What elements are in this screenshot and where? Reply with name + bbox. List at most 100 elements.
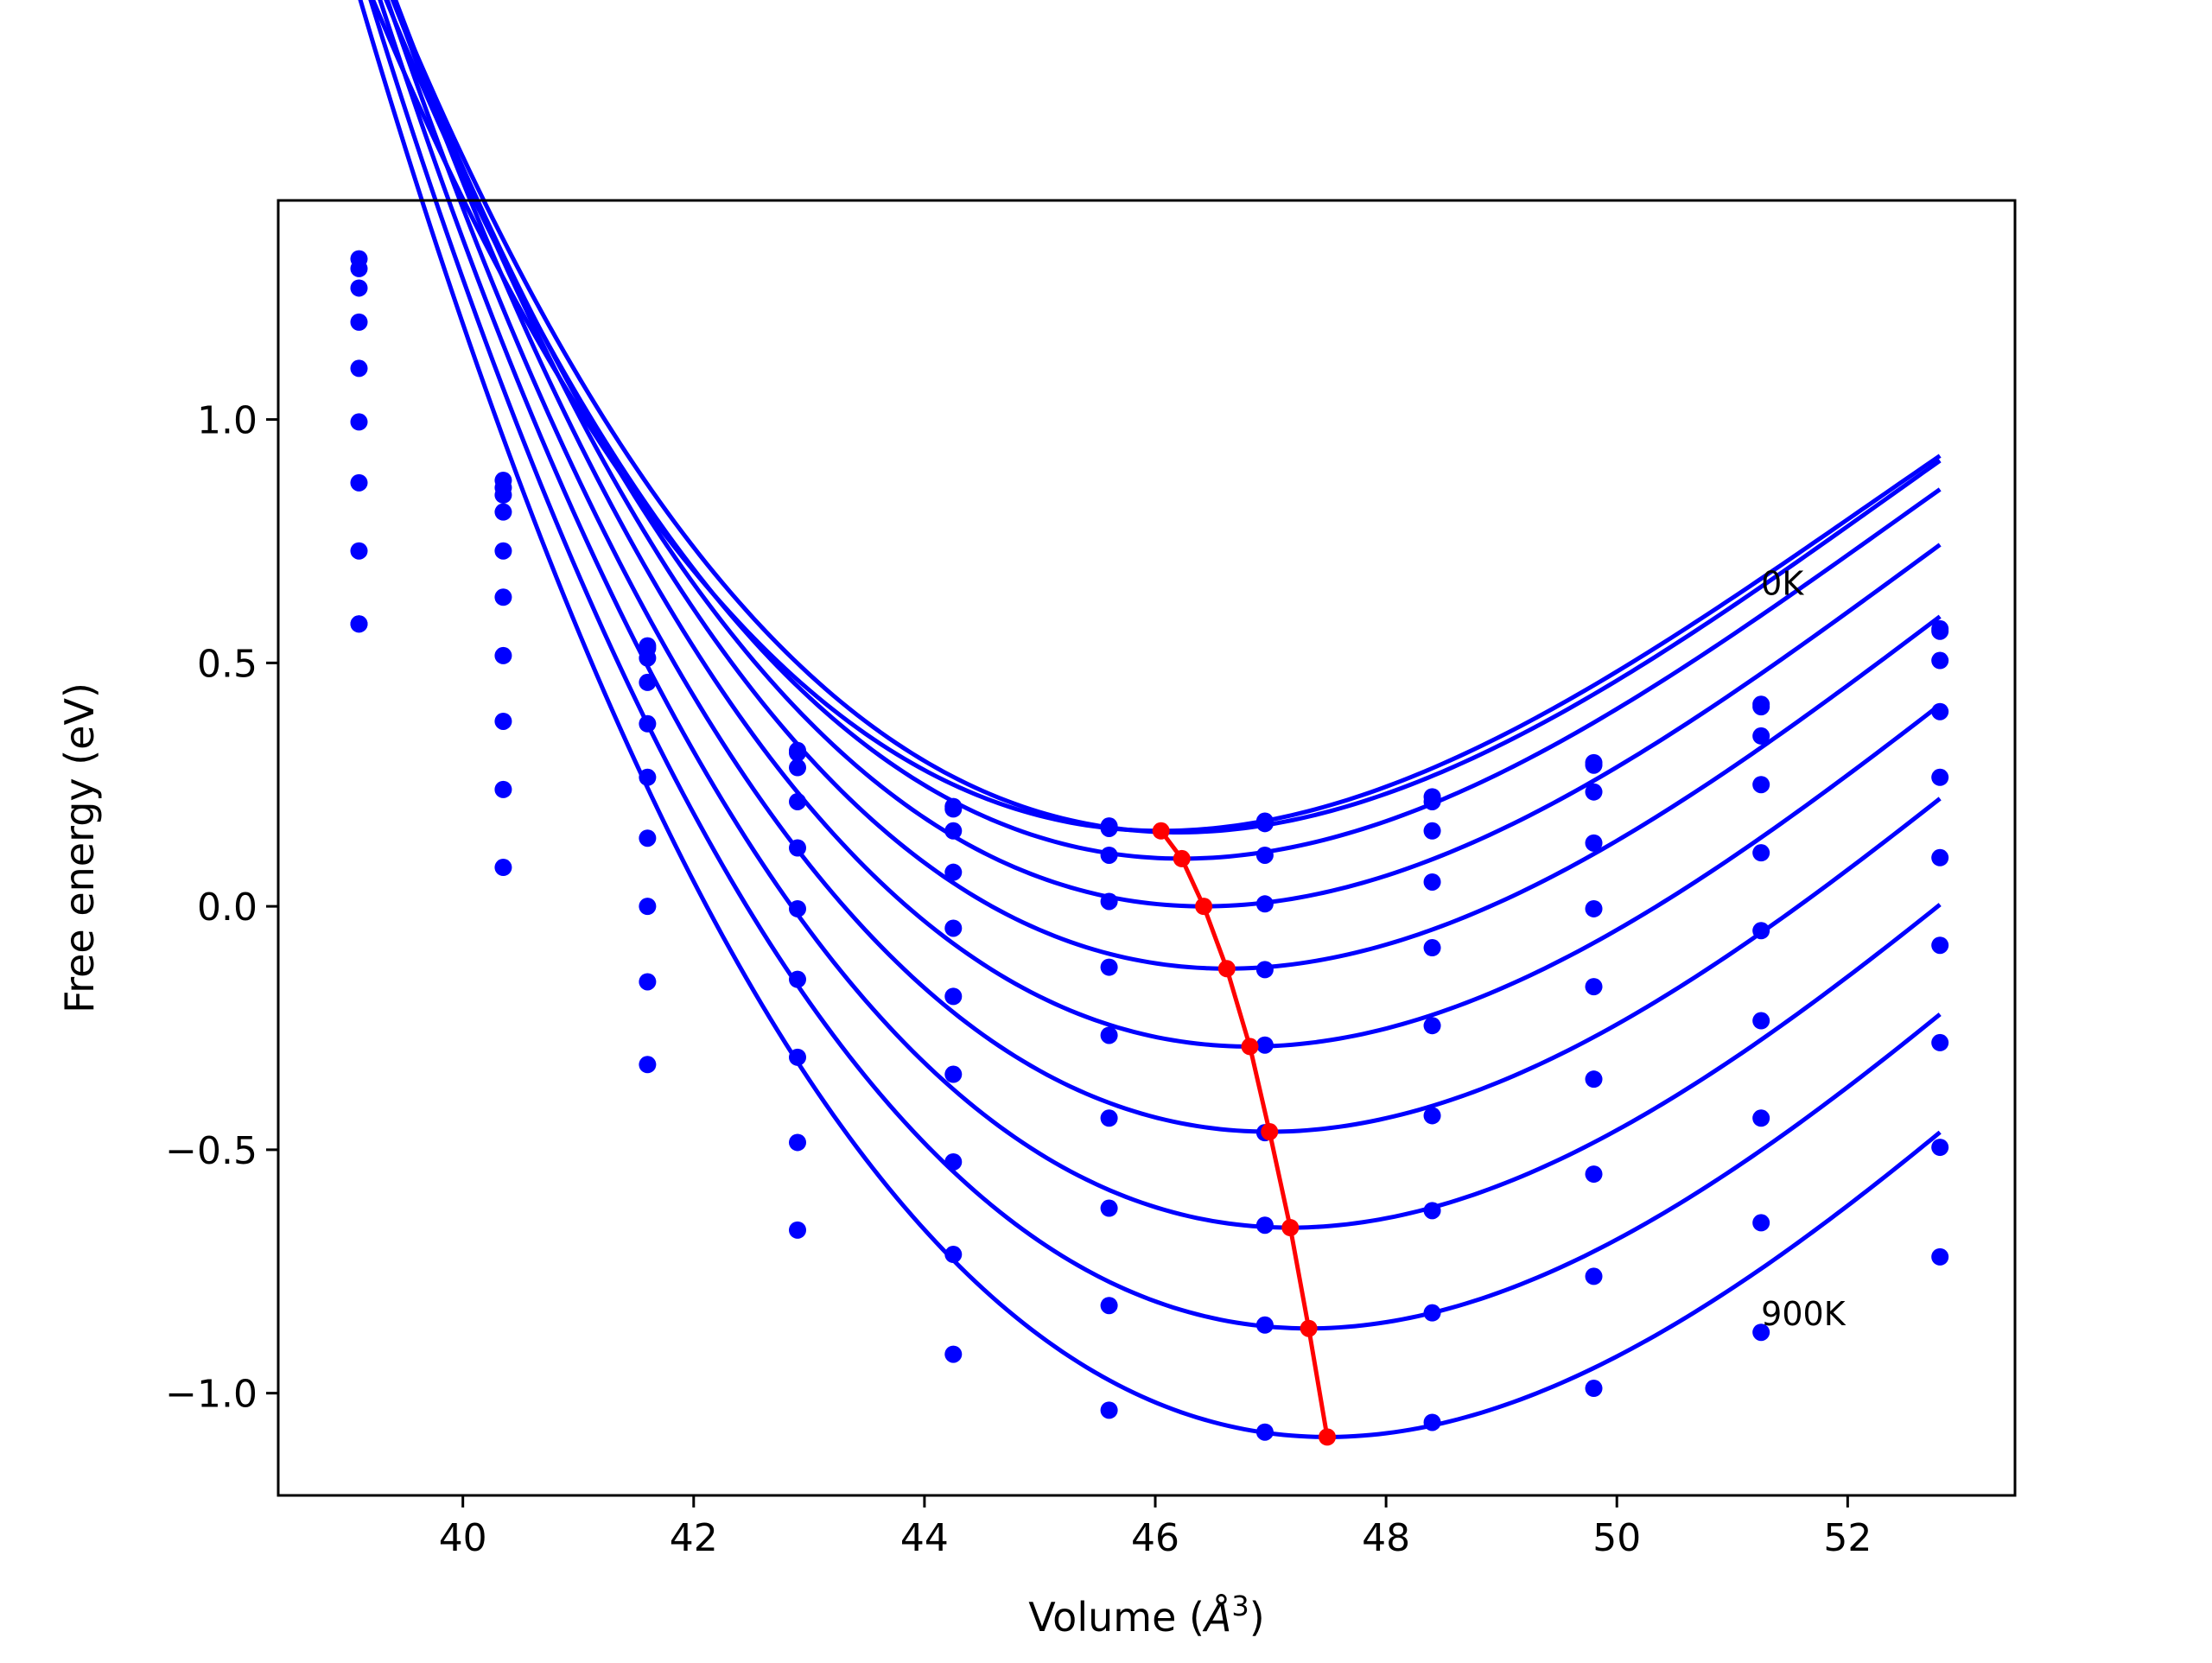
x-tick-label: 50 — [1592, 1516, 1641, 1560]
data-point-800K — [789, 1133, 806, 1152]
data-point-600K — [1423, 1107, 1441, 1125]
data-point-100K — [1100, 819, 1118, 837]
x-axis-title-superscript: 3 — [1231, 1590, 1249, 1622]
isotherm-900K — [350, 0, 1949, 1441]
plot-frame — [276, 199, 2017, 1497]
equilibrium-volume-path — [1152, 822, 1337, 1446]
data-point-400K — [1255, 961, 1274, 979]
data-point-600K — [1931, 936, 1949, 955]
data-point-400K — [1100, 958, 1118, 976]
fit-curve-500K — [391, 0, 1942, 1049]
x-axis-title: Volume (Å3) — [1028, 1590, 1264, 1641]
data-point-600K — [1752, 1012, 1770, 1030]
data-point-300K — [1423, 873, 1441, 891]
fit-curve-700K — [378, 0, 1942, 1230]
minimum-point — [1300, 1319, 1318, 1337]
data-point-200K — [1100, 846, 1118, 864]
data-point-300K — [944, 863, 963, 881]
data-point-500K — [494, 588, 512, 606]
x-tick-label: 52 — [1823, 1516, 1872, 1560]
minimum-point — [1173, 849, 1191, 867]
data-point-200K — [1585, 783, 1603, 801]
data-point-100K — [1255, 815, 1274, 833]
data-point-800K — [1423, 1304, 1441, 1322]
data-point-800K — [1931, 1139, 1949, 1157]
isotherm-500K — [350, 0, 1949, 1054]
data-point-600K — [1585, 1070, 1603, 1089]
data-point-900K — [1931, 1247, 1949, 1266]
data-point-200K — [1255, 846, 1274, 864]
data-point-900K — [789, 1221, 806, 1239]
y-tick-label: −0.5 — [165, 1129, 257, 1173]
y-tick-label: 0.0 — [197, 885, 257, 930]
fit-curve-400K — [393, 0, 1942, 971]
data-point-500K — [1100, 1026, 1118, 1044]
data-point-800K — [639, 973, 657, 991]
data-point-500K — [789, 899, 806, 917]
x-tick-label: 40 — [439, 1516, 487, 1560]
data-point-300K — [350, 313, 368, 331]
data-point-400K — [350, 359, 368, 378]
x-axis-title-text: Volume ( — [1028, 1594, 1205, 1641]
data-point-600K — [639, 829, 657, 847]
isotherm-800K — [350, 0, 1949, 1334]
minimum-point — [1319, 1428, 1337, 1446]
data-point-400K — [1423, 939, 1441, 957]
data-point-500K — [1423, 1017, 1441, 1035]
data-point-700K — [1585, 1165, 1603, 1184]
data-point-700K — [639, 898, 657, 916]
data-point-200K — [350, 279, 368, 297]
data-point-400K — [1931, 768, 1949, 786]
x-tick-label: 48 — [1362, 1516, 1410, 1560]
data-point-300K — [494, 503, 512, 521]
data-point-600K — [494, 646, 512, 664]
y-tick-label: 0.5 — [197, 642, 257, 686]
minimum-point — [1261, 1123, 1279, 1141]
fit-curve-600K — [385, 0, 1942, 1134]
data-point-800K — [494, 780, 512, 798]
data-point-500K — [944, 987, 963, 1006]
isotherm-400K — [350, 0, 1949, 979]
data-point-600K — [1100, 1109, 1118, 1127]
minimum-point — [1195, 898, 1213, 916]
data-point-700K — [1752, 1109, 1770, 1127]
data-point-100K — [1585, 756, 1603, 774]
data-point-700K — [1931, 1033, 1949, 1051]
annotation-900K: 900K — [1761, 1295, 1847, 1333]
data-point-300K — [1585, 834, 1603, 852]
x-axis-title-unit: Å — [1202, 1594, 1231, 1641]
data-point-200K — [1423, 822, 1441, 840]
x-tick-label: 44 — [900, 1516, 949, 1560]
data-point-400K — [494, 542, 512, 560]
data-point-700K — [350, 542, 368, 560]
data-point-200K — [789, 759, 806, 777]
data-point-900K — [1585, 1380, 1603, 1398]
fit-curve-300K — [390, 0, 1942, 909]
data-point-400K — [944, 919, 963, 937]
data-point-500K — [1255, 1036, 1274, 1054]
minimum-point — [1217, 960, 1236, 978]
minimum-point — [1152, 822, 1170, 840]
data-point-600K — [350, 473, 368, 492]
fit-curve-200K — [384, 0, 1942, 861]
data-point-800K — [1255, 1316, 1274, 1334]
data-point-900K — [1752, 1323, 1770, 1342]
data-point-500K — [1931, 848, 1949, 866]
annotation-0K: 0K — [1761, 564, 1804, 602]
x-tick-label: 46 — [1131, 1516, 1179, 1560]
data-point-200K — [1931, 651, 1949, 670]
data-point-700K — [494, 712, 512, 730]
data-point-900K — [1100, 1401, 1118, 1419]
data-point-100K — [1752, 695, 1770, 714]
data-point-500K — [1585, 978, 1603, 996]
data-point-800K — [1585, 1267, 1603, 1285]
data-point-400K — [1752, 844, 1770, 862]
data-point-700K — [1423, 1202, 1441, 1220]
axes: 40 42 44 46 48 50 52 −1.0 −0.5 0.0 0.5 1.0 Volume (Å… — [56, 399, 1872, 1641]
data-point-800K — [1752, 1214, 1770, 1232]
x-axis-title-close: ) — [1249, 1594, 1265, 1641]
data-point-900K — [494, 859, 512, 877]
data-point-600K — [944, 1065, 963, 1083]
y-tick-label: 1.0 — [197, 399, 257, 443]
